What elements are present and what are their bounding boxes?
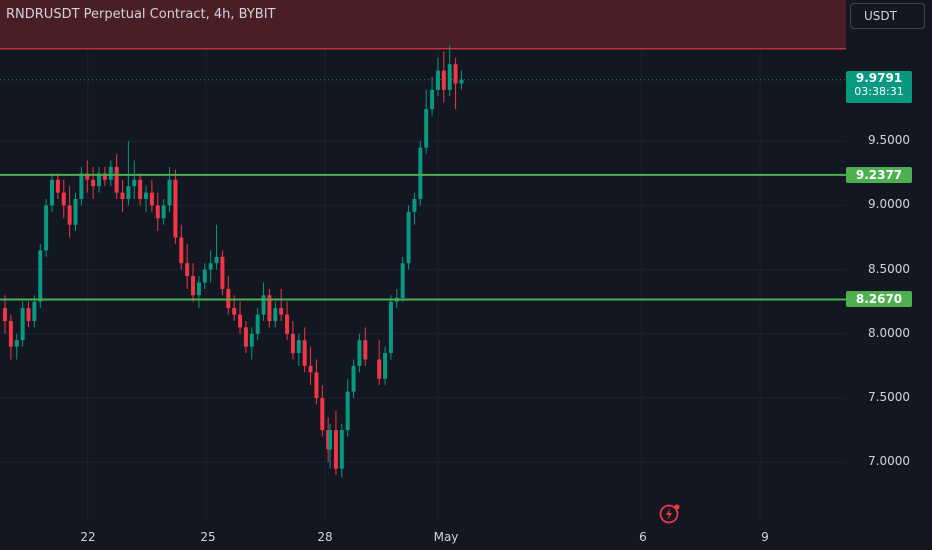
candle-body bbox=[328, 430, 333, 450]
candle-body bbox=[320, 398, 325, 431]
candle-body bbox=[214, 256, 219, 264]
current-price-badge: 9.9791 03:38:31 bbox=[846, 71, 912, 103]
candle-body bbox=[108, 166, 113, 180]
candle-body bbox=[232, 308, 237, 315]
candle-body bbox=[363, 340, 368, 360]
candle-body bbox=[255, 314, 260, 334]
price-tick-label: 9.5000 bbox=[868, 133, 910, 148]
candle-body bbox=[339, 430, 344, 469]
chart-title: RNDRUSDT Perpetual Contract, 4h, BYBIT bbox=[6, 7, 276, 22]
candle-body bbox=[173, 179, 178, 238]
candle-body bbox=[220, 256, 225, 289]
candle-body bbox=[400, 263, 405, 298]
candle-body bbox=[102, 173, 107, 180]
price-tick-label: 7.0000 bbox=[868, 454, 910, 469]
candle-body bbox=[32, 301, 37, 321]
candle-body bbox=[249, 333, 254, 347]
candle-body bbox=[26, 308, 31, 321]
time-tick-label: 25 bbox=[200, 530, 215, 544]
candle-body bbox=[208, 263, 213, 270]
candle-body bbox=[85, 173, 90, 180]
price-tick-label: 8.0000 bbox=[868, 325, 910, 340]
candle-body bbox=[126, 186, 131, 200]
time-tick-label: 6 bbox=[639, 530, 647, 544]
candle-body bbox=[447, 64, 452, 90]
candle-body bbox=[290, 333, 295, 354]
candle-body bbox=[279, 308, 284, 315]
candle-body bbox=[453, 64, 458, 84]
price-tick-label: 7.5000 bbox=[868, 390, 910, 405]
candle-body bbox=[383, 353, 388, 379]
candle-body bbox=[430, 89, 435, 110]
current-price-value: 9.9791 bbox=[855, 71, 903, 85]
candle-body bbox=[267, 295, 272, 321]
candle-body bbox=[79, 173, 84, 200]
candle-body bbox=[73, 199, 78, 225]
time-tick-label: 22 bbox=[80, 530, 95, 544]
candle-body bbox=[8, 320, 13, 347]
candle-body bbox=[20, 308, 25, 341]
candle-body bbox=[196, 282, 201, 296]
candle-body bbox=[243, 327, 248, 347]
candle-body bbox=[424, 109, 429, 148]
candle-body bbox=[388, 301, 393, 354]
candle-body bbox=[202, 269, 207, 283]
time-tick-label: 9 bbox=[761, 530, 769, 544]
candle-body bbox=[97, 173, 102, 187]
candle-body bbox=[132, 179, 137, 187]
candle-body bbox=[226, 288, 231, 309]
currency-button[interactable]: USDT bbox=[850, 3, 925, 29]
candle-body bbox=[377, 359, 382, 379]
candle-body bbox=[296, 340, 301, 354]
level-high-badge: 9.2377 bbox=[846, 167, 912, 183]
price-tick-label: 8.5000 bbox=[868, 261, 910, 276]
candle-body bbox=[418, 147, 423, 200]
candle-body bbox=[333, 430, 338, 469]
candle-body bbox=[91, 179, 96, 187]
candle-body bbox=[441, 70, 446, 90]
candle-body bbox=[14, 340, 19, 347]
candle-body bbox=[261, 295, 266, 315]
candle-body bbox=[67, 205, 72, 225]
candle-body bbox=[345, 391, 350, 431]
candle-body bbox=[406, 211, 411, 264]
candle-body bbox=[61, 192, 66, 206]
level-low-badge: 8.2670 bbox=[846, 291, 912, 307]
candle-body bbox=[351, 365, 356, 392]
candle-body bbox=[435, 70, 440, 90]
candle-body bbox=[144, 192, 149, 200]
lightning-icon[interactable] bbox=[658, 502, 682, 526]
candle-body bbox=[38, 250, 43, 302]
candle-body bbox=[167, 179, 172, 206]
candle-body bbox=[285, 314, 290, 334]
candle-body bbox=[114, 166, 119, 193]
candle-body bbox=[308, 365, 313, 373]
candle-body bbox=[138, 179, 143, 200]
resistance-zone bbox=[0, 0, 846, 49]
candle-body bbox=[50, 179, 55, 206]
candle-body bbox=[155, 205, 160, 219]
candle-body bbox=[314, 372, 319, 399]
candle-body bbox=[179, 237, 184, 264]
time-tick-label: May bbox=[434, 530, 459, 544]
candle-body bbox=[357, 340, 362, 366]
price-tick-label: 9.0000 bbox=[868, 197, 910, 212]
candle-body bbox=[191, 276, 196, 296]
candle-body bbox=[149, 192, 154, 206]
candle-body bbox=[55, 179, 60, 193]
candle-body bbox=[459, 79, 464, 84]
candle-body bbox=[238, 314, 243, 328]
candle-body bbox=[3, 308, 7, 321]
candle-body bbox=[44, 205, 49, 251]
candle-body bbox=[412, 199, 417, 212]
candle-body bbox=[161, 205, 166, 219]
candle-body bbox=[302, 340, 307, 366]
candle-body bbox=[273, 308, 278, 321]
candle-body bbox=[120, 192, 125, 200]
candle-countdown: 03:38:31 bbox=[854, 85, 904, 98]
time-tick-label: 28 bbox=[317, 530, 332, 544]
candle-body bbox=[185, 263, 190, 277]
